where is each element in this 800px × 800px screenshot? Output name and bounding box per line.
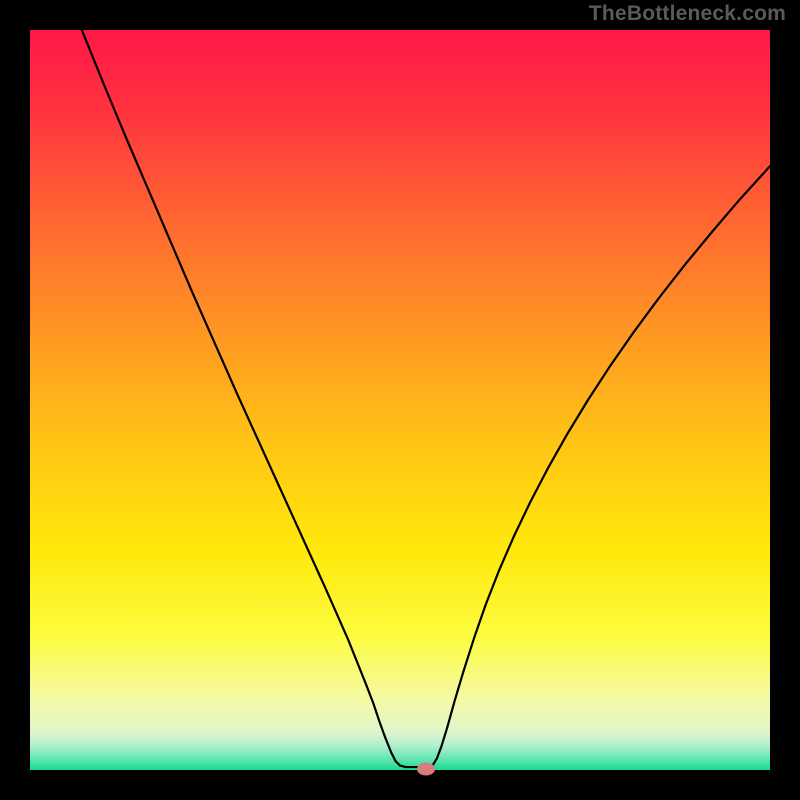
- chart-container: TheBottleneck.com: [0, 0, 800, 800]
- watermark-text: TheBottleneck.com: [589, 2, 786, 26]
- curve-line: [30, 30, 770, 770]
- plot-area: [30, 30, 770, 770]
- minimum-marker: [417, 762, 435, 775]
